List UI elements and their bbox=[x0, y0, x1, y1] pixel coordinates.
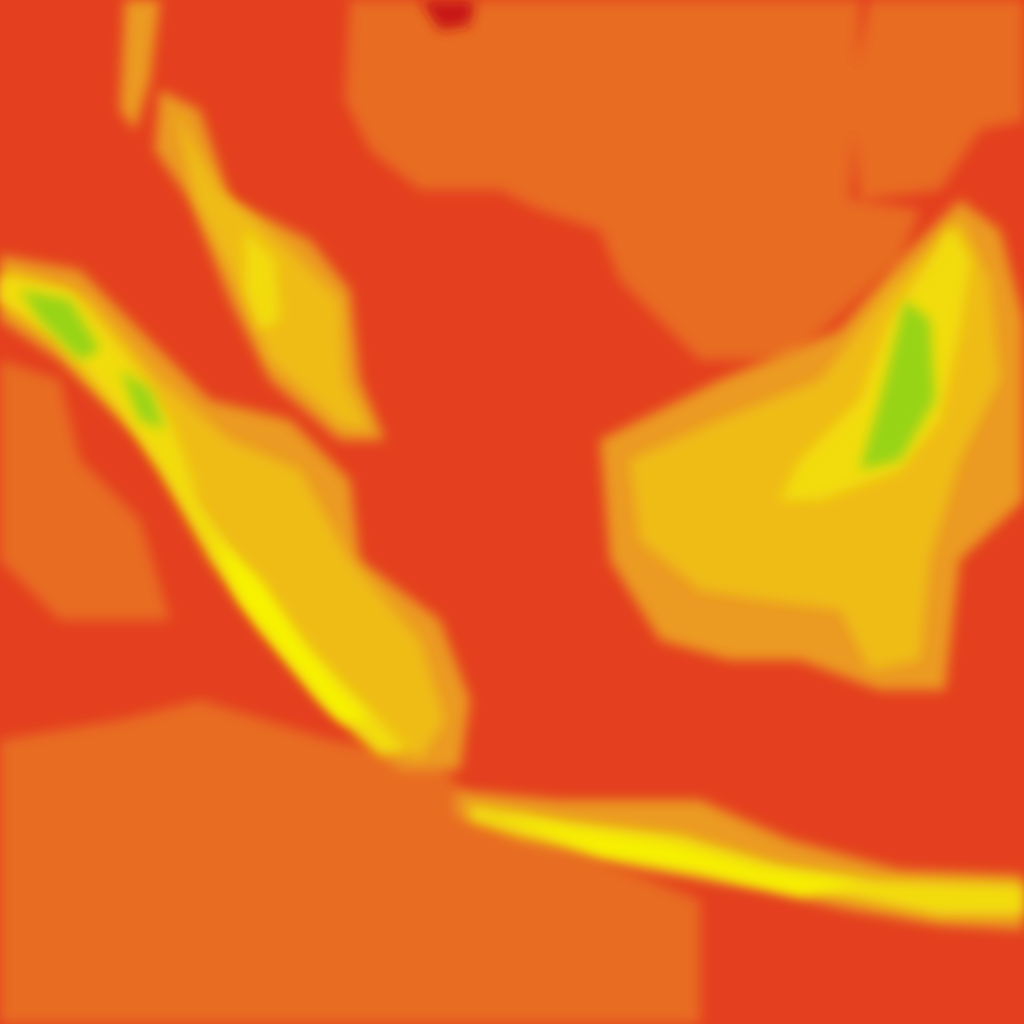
north-hotspot bbox=[420, 0, 475, 30]
borneo-peak bbox=[860, 300, 935, 470]
java-ridge bbox=[470, 805, 1024, 915]
sumatra-peak-2 bbox=[120, 370, 165, 430]
west-region bbox=[0, 360, 170, 620]
peninsula-ridge bbox=[245, 230, 280, 330]
yellow-regions bbox=[0, 225, 1024, 915]
borneo-ridge bbox=[780, 225, 970, 500]
java-peak bbox=[500, 815, 860, 895]
far-north-east-region bbox=[850, 0, 1024, 200]
north-east-region bbox=[600, 0, 920, 360]
south-region bbox=[0, 700, 700, 1024]
north-strip bbox=[120, 0, 160, 130]
sumatra-peak-1 bbox=[20, 290, 100, 360]
north-center-region bbox=[345, 0, 700, 230]
peak-regions bbox=[20, 0, 935, 895]
sumatra-ridge bbox=[0, 275, 410, 755]
sumatra-peak-3 bbox=[215, 540, 370, 720]
